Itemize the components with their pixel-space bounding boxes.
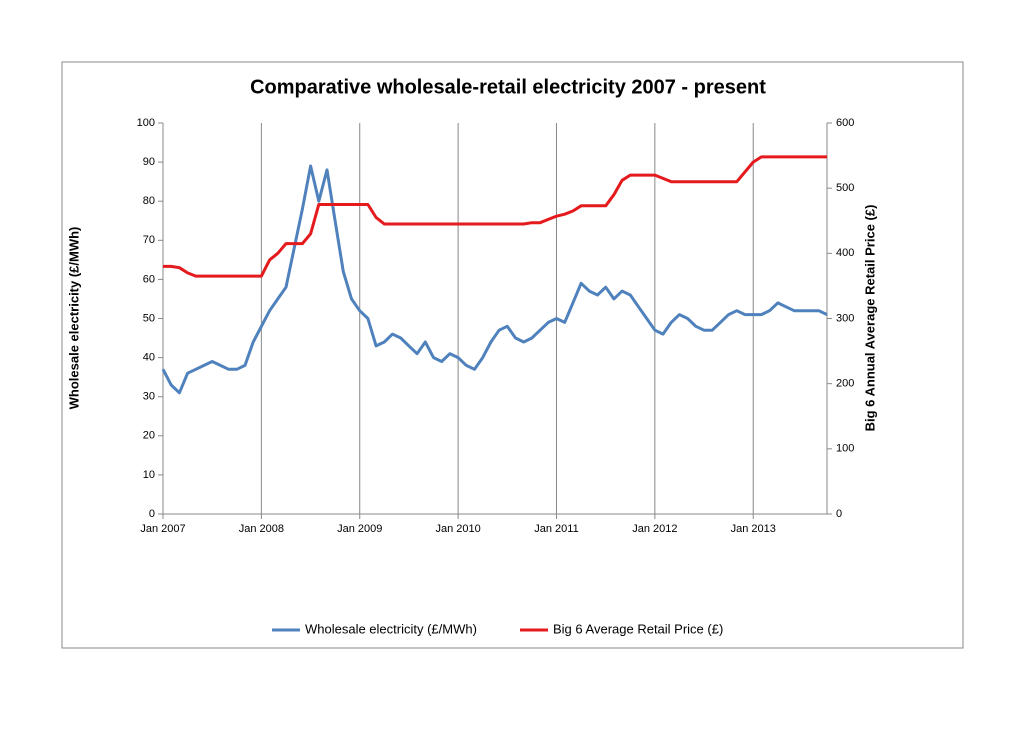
y2-tick-label: 600 [836,117,854,129]
y2-tick-label: 0 [836,508,842,520]
y-tick-label: 40 [143,352,155,364]
y2-tick-label: 200 [836,378,854,390]
y-tick-label: 20 [143,430,155,442]
x-tick-label: Jan 2012 [632,523,677,535]
y-tick-label: 10 [143,469,155,481]
y2-tick-label: 500 [836,182,854,194]
x-tick-label: Jan 2011 [534,523,578,535]
y-axis-label: Wholesale electricity (£/MWh) [66,227,81,410]
y-tick-label: 0 [149,508,155,520]
legend-label: Big 6 Average Retail Price (£) [553,621,723,636]
x-tick-label: Jan 2008 [239,523,284,535]
x-tick-label: Jan 2007 [140,523,185,535]
data-line [163,155,827,278]
chart-title: Comparative wholesale-retail electricity… [250,76,766,98]
y-tick-label: 50 [143,312,155,324]
y2-tick-label: 100 [836,443,854,455]
data-line [161,164,828,395]
y-tick-label: 70 [143,234,155,246]
legend-label: Wholesale electricity (£/MWh) [305,621,477,636]
chart-border [61,61,964,649]
x-tick-label: Jan 2013 [731,523,776,535]
y-tick-label: 100 [137,117,155,129]
y-tick-label: 90 [143,156,155,168]
x-tick-label: Jan 2010 [435,523,480,535]
y2-tick-label: 400 [836,247,854,259]
y-tick-label: 60 [143,273,155,285]
y-tick-label: 30 [143,391,155,403]
x-tick-label: Jan 2009 [337,523,382,535]
y2-tick-label: 300 [836,312,854,324]
y-tick-label: 80 [143,195,155,207]
y2-axis-label: Big 6 Annual Average Retail Price (£) [862,205,877,432]
